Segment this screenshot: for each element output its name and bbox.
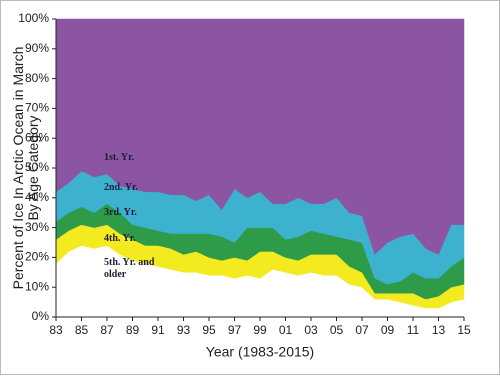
- series-label: 1st. Yr.: [104, 152, 135, 163]
- x-tick-label: 11: [407, 323, 420, 337]
- y-axis-title-line: By Age Category: [25, 115, 41, 220]
- y-axis-title-line: Percent of Ice In Arctic Ocean in March: [10, 47, 26, 290]
- x-axis-title: Year (1983-2015): [206, 344, 314, 360]
- y-axis-title: Percent of Ice In Arctic Ocean in MarchB…: [10, 47, 41, 290]
- y-tick-label: 60%: [25, 130, 49, 144]
- y-tick-label: 10%: [25, 279, 49, 293]
- x-tick-label: 83: [49, 323, 63, 337]
- y-tick-label: 30%: [25, 220, 49, 234]
- y-tick-label: 0%: [32, 309, 50, 323]
- x-tick-label: 09: [381, 323, 395, 337]
- x-tick-label: 87: [100, 323, 114, 337]
- x-tick-label: 91: [151, 323, 165, 337]
- x-tick-label: 15: [457, 323, 471, 337]
- y-tick-label: 100%: [18, 11, 49, 25]
- series-label: 2nd. Yr.: [104, 182, 138, 193]
- y-tick-label: 40%: [25, 190, 49, 204]
- x-tick-label: 13: [432, 323, 446, 337]
- x-tick-label: 99: [253, 323, 267, 337]
- x-tick-label: 95: [202, 323, 216, 337]
- x-tick-label: 85: [75, 323, 89, 337]
- area: [55, 18, 465, 255]
- x-tick-label: 07: [355, 323, 369, 337]
- x-tick-label: 05: [330, 323, 344, 337]
- y-tick-label: 50%: [25, 160, 49, 174]
- y-tick-label: 20%: [25, 250, 49, 264]
- series-label: 4th. Yr.: [104, 233, 136, 244]
- x-tick-label: 89: [126, 323, 140, 337]
- x-tick-label: 97: [228, 323, 242, 337]
- y-tick-label: 90%: [25, 41, 49, 55]
- series-label: 3rd. Yr.: [104, 207, 137, 218]
- y-tick-label: 80%: [25, 71, 49, 85]
- x-tick-label: 03: [304, 323, 318, 337]
- x-tick-label: 01: [279, 323, 293, 337]
- series-label: 5th. Yr. and older: [104, 257, 155, 280]
- y-tick-label: 70%: [25, 101, 49, 115]
- x-tick-label: 93: [177, 323, 191, 337]
